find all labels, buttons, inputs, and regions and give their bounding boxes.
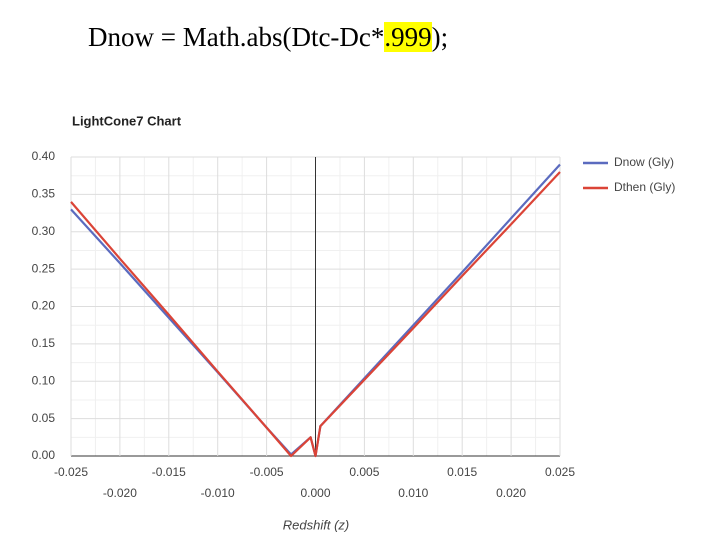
code-highlight: .999 [384, 22, 432, 52]
legend-label: Dnow (Gly) [614, 155, 674, 169]
x-tick-label: 0.005 [349, 465, 379, 479]
code-text: Dnow = Math.abs(Dtc-Dc* [88, 22, 385, 52]
chart-title: LightCone7 Chart [72, 113, 182, 128]
x-tick-label: -0.015 [152, 465, 186, 479]
x-axis-label: Redshift (z) [283, 517, 349, 532]
x-tick-label: -0.010 [201, 486, 235, 500]
y-tick-label: 0.25 [32, 261, 56, 275]
x-tick-label: -0.005 [250, 465, 284, 479]
x-tick-label: -0.020 [103, 486, 137, 500]
y-tick-label: 0.00 [32, 448, 56, 462]
y-tick-label: 0.10 [32, 373, 56, 387]
x-tick-label: 0.025 [545, 465, 575, 479]
y-tick-label: 0.15 [32, 336, 56, 350]
y-tick-label: 0.30 [32, 224, 56, 238]
code-header: Dnow = Math.abs(Dtc-Dc*.999); [88, 22, 448, 53]
x-tick-label: 0.015 [447, 465, 477, 479]
y-tick-label: 0.05 [32, 411, 56, 425]
y-tick-label: 0.35 [32, 187, 56, 201]
y-tick-label: 0.20 [32, 299, 56, 313]
code-text: ); [431, 22, 449, 52]
y-tick-label: 0.40 [32, 149, 56, 163]
legend-label: Dthen (Gly) [614, 180, 675, 194]
x-tick-label: 0.000 [300, 486, 330, 500]
x-tick-label: -0.025 [54, 465, 88, 479]
series-line [70, 171, 561, 458]
x-tick-label: 0.020 [496, 486, 526, 500]
x-tick-label: 0.010 [398, 486, 428, 500]
